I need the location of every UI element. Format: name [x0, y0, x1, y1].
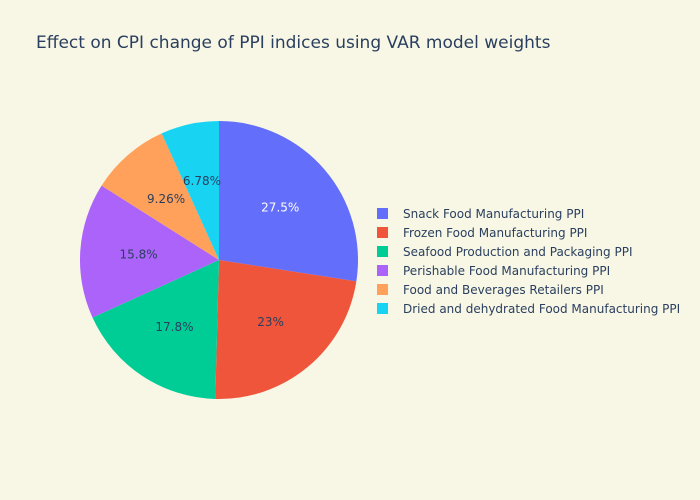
legend-item[interactable]: Frozen Food Manufacturing PPI: [377, 223, 680, 242]
legend-swatch: [377, 246, 388, 257]
pie-slice-label: 15.8%: [120, 247, 158, 261]
pie-slices: [80, 121, 359, 399]
pie-slice[interactable]: [215, 260, 357, 399]
legend-label: Dried and dehydrated Food Manufacturing …: [403, 301, 681, 316]
legend-item[interactable]: Seafood Production and Packaging PPI: [377, 242, 680, 261]
legend-item[interactable]: Snack Food Manufacturing PPI: [377, 204, 680, 223]
pie-slice-label: 6.78%: [183, 174, 221, 188]
legend: Snack Food Manufacturing PPI Frozen Food …: [377, 204, 680, 318]
pie-slice-label: 17.8%: [155, 320, 193, 334]
chart-title: Effect on CPI change of PPI indices usin…: [36, 33, 551, 53]
legend-swatch: [377, 303, 388, 314]
pie-slice-label: 9.26%: [147, 192, 185, 206]
legend-item[interactable]: Food and Beverages Retailers PPI: [377, 280, 680, 299]
legend-swatch: [377, 227, 388, 238]
legend-swatch: [377, 208, 388, 219]
legend-swatch: [377, 284, 388, 295]
pie-slice[interactable]: [92, 260, 219, 399]
legend-label: Seafood Production and Packaging PPI: [403, 244, 633, 259]
legend-label: Perishable Food Manufacturing PPI: [403, 263, 611, 278]
legend-label: Food and Beverages Retailers PPI: [403, 282, 604, 297]
legend-item[interactable]: Dried and dehydrated Food Manufacturing …: [377, 299, 680, 318]
legend-label: Frozen Food Manufacturing PPI: [403, 225, 588, 240]
pie-slice[interactable]: [101, 133, 219, 260]
pie-slice-label: 23%: [257, 315, 284, 329]
pie-slice[interactable]: [219, 121, 359, 282]
pie-slice-label: 27.5%: [261, 201, 299, 215]
pie-slice[interactable]: [161, 121, 219, 260]
legend-item[interactable]: Perishable Food Manufacturing PPI: [377, 261, 680, 280]
legend-swatch: [377, 265, 388, 276]
legend-label: Snack Food Manufacturing PPI: [403, 206, 585, 221]
pie-slice[interactable]: [80, 185, 219, 318]
pie-labels: 27.5% 23% 17.8% 15.8% 9.26% 6.78%: [120, 174, 300, 334]
